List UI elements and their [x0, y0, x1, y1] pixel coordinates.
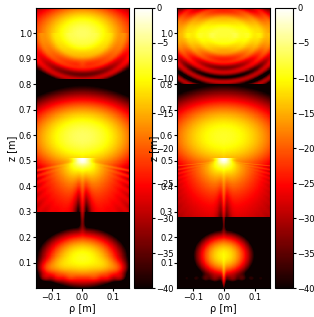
X-axis label: ρ [m]: ρ [m]: [210, 304, 237, 314]
Y-axis label: z [m]: z [m]: [7, 135, 17, 161]
Y-axis label: z [m]: z [m]: [149, 135, 159, 161]
X-axis label: ρ [m]: ρ [m]: [69, 304, 96, 314]
Y-axis label: [dB]: [dB]: [176, 138, 187, 158]
